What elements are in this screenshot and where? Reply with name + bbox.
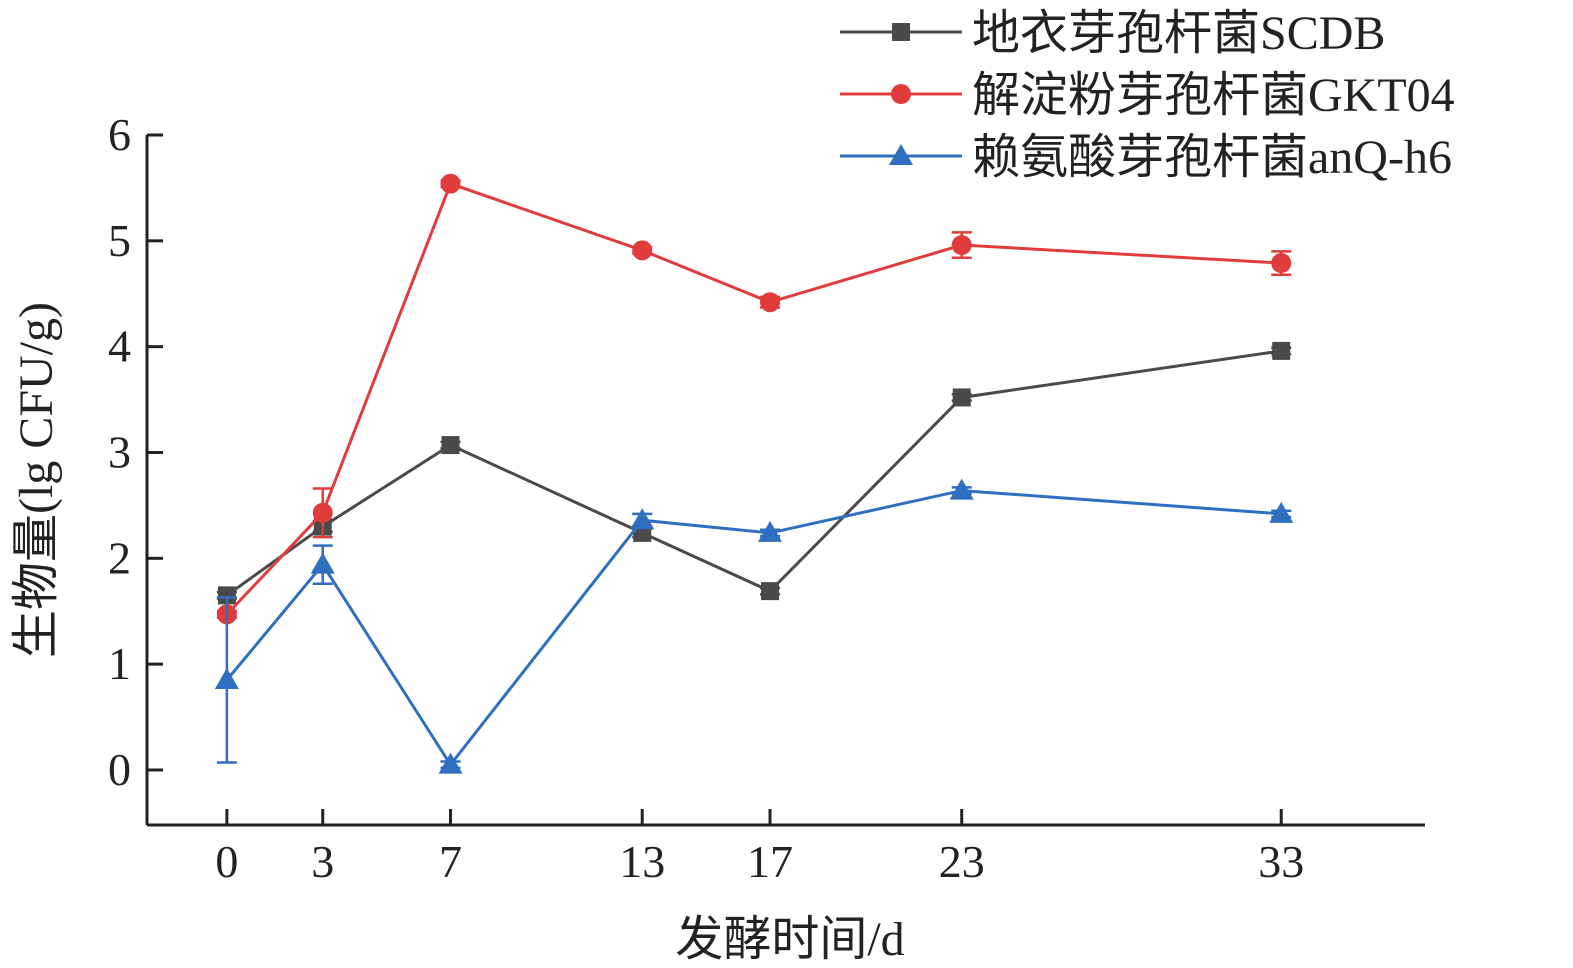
x-tick-label: 0: [215, 836, 238, 887]
x-tick-label: 23: [939, 836, 985, 887]
data-point: [949, 478, 974, 500]
data-point: [761, 582, 780, 601]
data-point: [214, 668, 239, 690]
series-line: [226, 349, 1282, 597]
data-point: [1271, 253, 1292, 274]
series-0: [216, 341, 1292, 605]
data-point: [630, 508, 655, 530]
legend-item: 地衣芽孢杆菌SCDB: [840, 7, 1385, 60]
legend-item: 赖氨酸芽孢杆菌anQ-h6: [840, 131, 1452, 184]
data-point: [312, 502, 333, 523]
data-point: [217, 586, 236, 605]
y-tick-label: 5: [108, 215, 131, 266]
data-point: [951, 235, 972, 256]
data-point: [1272, 341, 1291, 360]
legend-marker: [889, 144, 913, 165]
legend: 地衣芽孢杆菌SCDB 解淀粉芽孢杆菌GKT04 赖氨酸芽孢杆菌anQ-h6: [840, 7, 1455, 184]
series-2: [214, 478, 1294, 774]
data-point: [310, 552, 335, 574]
data-point: [632, 240, 653, 261]
y-tick-label: 1: [108, 638, 131, 689]
data-point: [952, 388, 971, 407]
x-axis-label: 发酵时间/d: [675, 913, 904, 966]
x-tick-label: 7: [439, 836, 462, 887]
legend-label: 地衣芽孢杆菌SCDB: [972, 7, 1385, 60]
y-tick-label: 4: [108, 321, 131, 372]
legend-item: 解淀粉芽孢杆菌GKT04: [840, 69, 1455, 122]
y-axis-label: 生物量(lg CFU/g): [10, 302, 63, 658]
data-point: [441, 436, 460, 455]
legend-label: 解淀粉芽孢杆菌GKT04: [972, 69, 1455, 122]
x-tick-label: 33: [1258, 836, 1304, 887]
legend-marker: [892, 23, 910, 41]
data-point: [758, 520, 783, 542]
data-point: [1269, 501, 1294, 523]
y-tick-label: 3: [108, 426, 131, 477]
series-1: [216, 173, 1292, 625]
y-tick-label: 6: [108, 109, 131, 160]
x-tick-label: 13: [619, 836, 665, 887]
data-point: [438, 752, 463, 774]
legend-label: 赖氨酸芽孢杆菌anQ-h6: [972, 131, 1452, 184]
x-tick-label: 3: [311, 836, 334, 887]
x-tick-label: 17: [747, 836, 793, 887]
series-line: [225, 181, 1282, 616]
data-point: [440, 173, 461, 194]
legend-marker: [891, 84, 911, 104]
y-tick-label: 0: [108, 744, 131, 795]
series-layer: [214, 173, 1294, 774]
series-line: [225, 489, 1282, 768]
data-point: [760, 292, 781, 313]
y-tick-label: 2: [108, 532, 131, 583]
